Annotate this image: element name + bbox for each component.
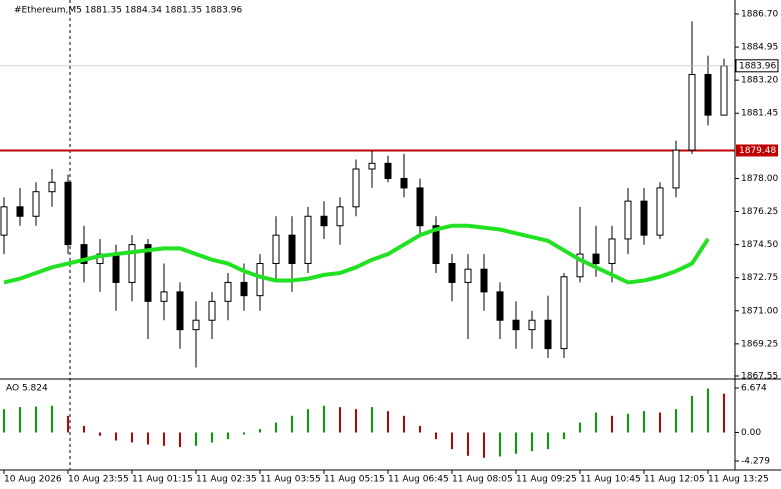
level-box: [736, 144, 778, 157]
candle-body: [384, 162, 392, 179]
candle-body: [32, 191, 40, 217]
candle-body: [592, 253, 600, 265]
y-tick-label: 1867.55: [741, 372, 778, 382]
x-tick-label: 11 Aug 12:05: [644, 475, 705, 485]
candle-body: [544, 319, 552, 350]
x-tick-label: 11 Aug 10:45: [580, 475, 641, 485]
candle-body: [608, 238, 616, 265]
x-tick-label: 11 Aug 09:25: [516, 475, 577, 485]
candle-body: [672, 149, 680, 189]
candle-body: [464, 268, 472, 283]
y-tick-label: 1871.00: [741, 306, 778, 316]
y-tick-label: 6.674: [741, 384, 767, 394]
candle-body: [528, 319, 536, 331]
x-tick-label: 11 Aug 08:05: [452, 475, 513, 485]
candle-body: [624, 200, 632, 240]
x-tick-label: 10 Aug 23:55: [68, 475, 129, 485]
candle-body: [112, 253, 120, 283]
y-tick-label: 1876.25: [741, 207, 778, 217]
candle-body: [64, 181, 72, 246]
y-tick-label: 1886.70: [741, 10, 778, 20]
candle-body: [256, 263, 264, 297]
candle-body: [48, 181, 56, 193]
candle-body: [576, 253, 584, 278]
y-tick-label: 1884.95: [741, 43, 778, 53]
candle-body: [432, 225, 440, 265]
candle-body: [512, 319, 520, 331]
candle-body: [288, 234, 296, 265]
x-tick-label: 11 Aug 06:45: [388, 475, 449, 485]
y-tick-label: 1878.00: [741, 174, 778, 184]
y-tick-label: 1883.20: [741, 76, 778, 86]
candle-body: [352, 168, 360, 208]
candle-body: [160, 291, 168, 302]
price-box: [735, 59, 779, 73]
candle-body: [320, 215, 328, 227]
candle-body: [656, 187, 664, 236]
candle-body: [496, 291, 504, 321]
candle-body: [224, 281, 232, 302]
level-label: 1879.48: [739, 146, 776, 156]
x-tick-label: 11 Aug 01:15: [132, 475, 193, 485]
candle-body: [192, 319, 200, 331]
y-tick-label: 0.00: [741, 428, 761, 438]
candle-body: [128, 244, 136, 283]
candle-body: [0, 206, 8, 236]
moving-average: [3, 223, 710, 285]
candle-body: [272, 234, 280, 265]
candle-body: [704, 73, 712, 116]
candle-body: [688, 73, 696, 151]
price-label: 1883.96: [739, 61, 776, 71]
candle-body: [16, 206, 24, 217]
candle-body: [416, 187, 424, 227]
y-tick-label: 1881.45: [741, 109, 778, 119]
x-tick-label: 11 Aug 02:35: [196, 475, 257, 485]
x-tick-label: 11 Aug 05:15: [324, 475, 385, 485]
candle-body: [336, 206, 344, 227]
candle-body: [80, 244, 88, 265]
x-tick-label: 11 Aug 03:55: [260, 475, 321, 485]
candle-body: [208, 300, 216, 321]
candle-body: [176, 291, 184, 331]
candle-body: [640, 200, 648, 236]
x-tick-label: 11 Aug 13:25: [708, 475, 769, 485]
chart-title: #Ethereum,M5 1881.35 1884.34 1881.35 188…: [14, 6, 242, 16]
y-tick-label: 1874.50: [741, 240, 778, 250]
candle-body: [448, 263, 456, 283]
y-tick-label: -4.279: [741, 457, 770, 467]
candle-body: [720, 65, 728, 116]
candle-body: [400, 177, 408, 189]
candle-body: [144, 244, 152, 302]
indicator-title: AO 5.824: [6, 384, 48, 394]
candle-body: [560, 276, 568, 350]
candle-body: [368, 162, 376, 170]
candle-body: [240, 281, 248, 297]
x-tick-label: 10 Aug 2026: [4, 475, 62, 485]
y-tick-label: 1869.25: [741, 339, 778, 349]
candle-body: [480, 268, 488, 293]
candle-body: [304, 215, 312, 265]
y-tick-label: 1872.75: [741, 273, 778, 283]
